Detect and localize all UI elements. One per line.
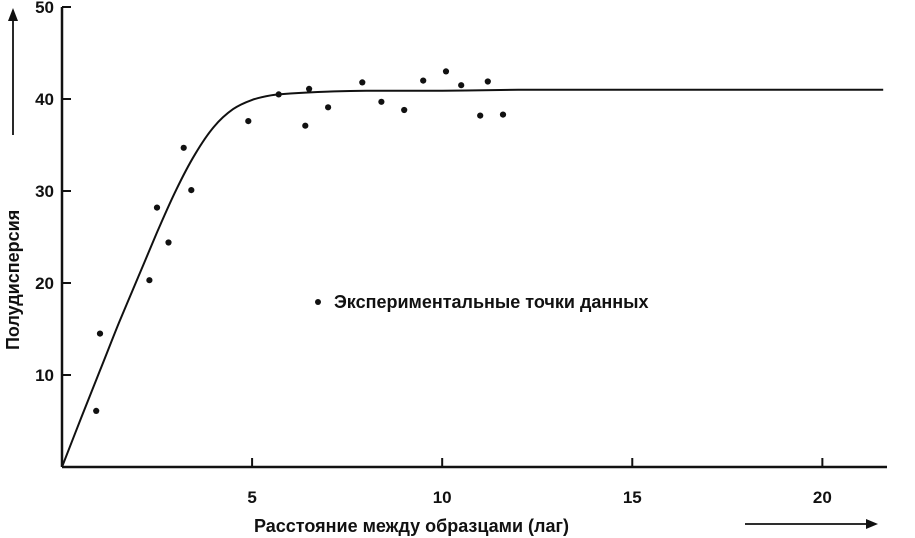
data-point — [275, 91, 282, 98]
data-point — [146, 277, 153, 284]
tick-marks — [62, 6, 824, 467]
y-axis-arrow — [8, 8, 18, 135]
fit-curve — [61, 88, 884, 468]
x-axis-title: Расстояние между образцами (лаг) — [254, 516, 569, 536]
data-points — [93, 68, 507, 414]
x-tick-label: 5 — [247, 488, 256, 507]
data-point — [359, 79, 366, 86]
x-tick-label: 10 — [433, 488, 452, 507]
data-point — [245, 118, 252, 125]
x-axis-arrow — [745, 519, 878, 529]
data-point — [153, 204, 161, 211]
data-point — [93, 407, 100, 414]
y-tick-label: 30 — [35, 182, 54, 201]
y-tick-label: 10 — [35, 366, 54, 385]
data-point — [378, 98, 385, 105]
data-point — [401, 106, 408, 114]
legend-label: Экспериментальные точки данных — [334, 292, 649, 312]
y-axis-title: Полудисперсия — [3, 210, 23, 350]
legend: Экспериментальные точки данных — [315, 292, 649, 312]
legend-marker — [315, 299, 321, 305]
data-point — [306, 85, 313, 92]
data-point — [180, 144, 187, 151]
data-point — [458, 82, 465, 89]
x-tick-label: 20 — [813, 488, 832, 507]
data-point — [96, 330, 104, 337]
data-point — [484, 78, 491, 85]
data-point — [188, 187, 195, 194]
y-tick-label: 40 — [35, 90, 54, 109]
data-point — [442, 68, 450, 75]
data-point — [499, 111, 507, 118]
data-point — [165, 239, 172, 246]
y-tick-label: 50 — [35, 0, 54, 17]
axes — [60, 7, 887, 469]
y-tick-label: 20 — [35, 274, 54, 293]
data-point — [420, 77, 427, 84]
data-point — [477, 112, 484, 119]
data-point — [325, 104, 332, 111]
data-point — [302, 122, 309, 129]
tick-labels: 10 20 30 40 50 5 10 15 20 — [35, 0, 832, 507]
x-tick-label: 15 — [623, 488, 642, 507]
